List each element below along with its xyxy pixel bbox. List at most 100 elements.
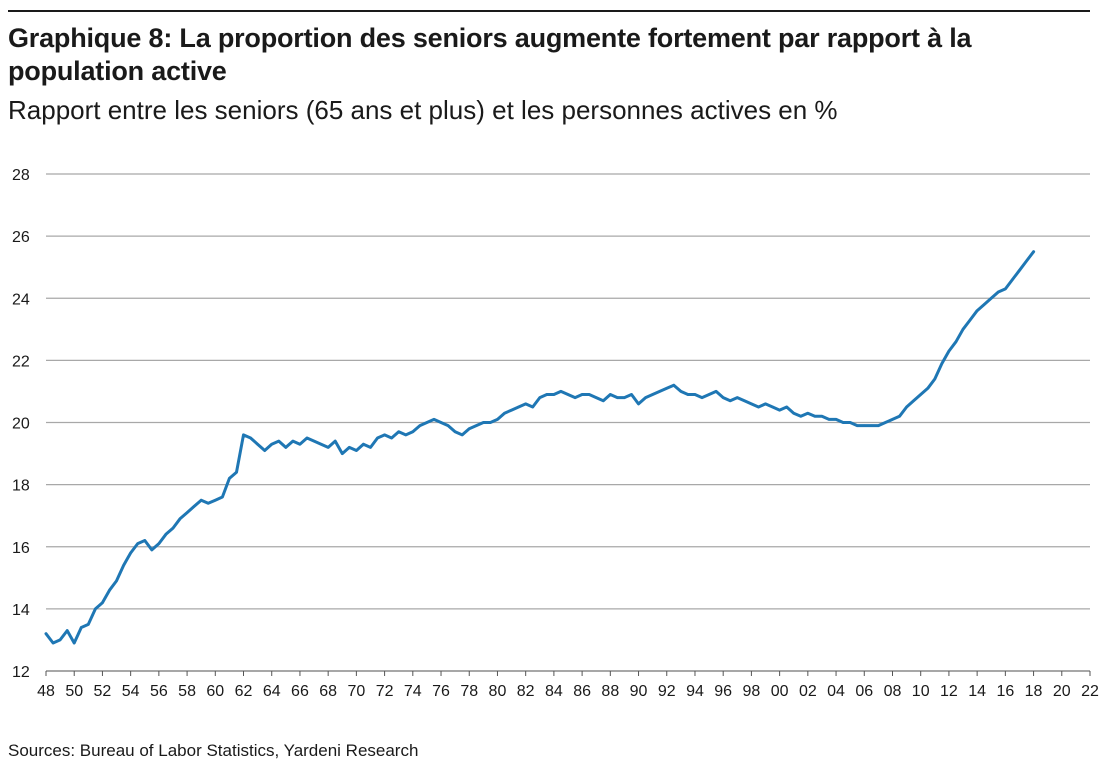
top-rule — [8, 10, 1090, 12]
data-point — [277, 439, 280, 443]
data-point — [559, 390, 563, 393]
x-tick-label: 62 — [235, 683, 253, 700]
data-point — [714, 390, 718, 393]
data-point — [573, 396, 577, 399]
data-point — [1011, 278, 1014, 281]
data-point — [820, 415, 824, 418]
x-tick-label: 94 — [686, 683, 704, 700]
x-axis: 48 50 52 54 56 58 60 62 64 66 68 70 72 74 76 78 80 82 84 86… — [37, 671, 1099, 700]
data-point — [503, 412, 506, 415]
x-tick-label: 92 — [658, 683, 676, 700]
data-point — [743, 399, 746, 402]
x-tick-label: 74 — [404, 683, 422, 700]
data-point — [94, 607, 97, 611]
data-point — [700, 396, 704, 399]
x-tick-label: 52 — [94, 683, 112, 700]
data-point — [425, 421, 429, 424]
series-line-0 — [44, 250, 1036, 645]
data-point — [80, 626, 83, 629]
x-tick-label: 64 — [263, 683, 281, 700]
data-point — [235, 471, 238, 474]
x-tick-label: 22 — [1081, 683, 1099, 700]
data-point — [827, 418, 831, 421]
data-point — [771, 405, 774, 409]
y-tick-label: 22 — [12, 353, 30, 370]
data-point — [580, 393, 584, 396]
data-point — [496, 418, 499, 421]
x-tick-label: 50 — [65, 683, 83, 700]
data-point — [468, 427, 471, 430]
data-point — [284, 446, 287, 449]
data-point — [983, 303, 986, 306]
data-point — [926, 387, 929, 390]
x-tick-label: 96 — [714, 683, 732, 700]
data-point — [623, 396, 626, 399]
data-point — [975, 309, 979, 312]
data-point — [58, 638, 62, 642]
data-point — [228, 477, 231, 480]
x-tick-label: 56 — [150, 683, 168, 700]
data-point — [453, 430, 457, 433]
data-point — [143, 539, 146, 542]
data-point — [129, 551, 132, 555]
chart-title: Graphique 8: La proportion des seniors a… — [8, 23, 972, 86]
data-point — [552, 393, 556, 396]
data-point — [595, 396, 598, 399]
data-point — [157, 542, 161, 545]
data-point — [841, 421, 845, 424]
x-tick-label: 10 — [912, 683, 930, 700]
data-point — [221, 495, 224, 499]
data-point — [256, 443, 259, 446]
data-point — [136, 542, 139, 545]
data-point — [397, 430, 400, 433]
data-point — [609, 393, 612, 396]
data-point — [327, 446, 330, 449]
data-point — [207, 502, 210, 505]
data-point — [707, 393, 711, 396]
data-point — [418, 424, 422, 427]
x-tick-label: 18 — [1025, 683, 1043, 700]
data-point — [524, 402, 527, 406]
data-point — [73, 641, 76, 645]
data-point — [411, 430, 414, 433]
data-point — [66, 629, 69, 632]
data-point — [517, 405, 520, 409]
gridlines — [46, 173, 1090, 672]
data-point — [305, 436, 309, 440]
data-point — [961, 328, 965, 331]
data-point — [792, 412, 795, 415]
data-point — [919, 393, 922, 396]
data-point — [242, 433, 245, 437]
y-tick-label: 28 — [12, 167, 30, 184]
x-tick-label: 90 — [630, 683, 648, 700]
data-point — [461, 433, 464, 437]
data-point — [348, 446, 351, 449]
data-point — [679, 390, 683, 393]
data-point — [164, 533, 168, 536]
x-tick-label: 78 — [460, 683, 478, 700]
data-point — [785, 405, 788, 409]
data-point — [898, 415, 901, 418]
data-point — [877, 424, 880, 427]
data-point — [602, 399, 605, 402]
data-point — [813, 415, 817, 418]
data-point — [778, 408, 781, 412]
data-point — [383, 433, 386, 437]
data-point — [108, 589, 111, 592]
x-tick-label: 58 — [178, 683, 196, 700]
y-tick-label: 12 — [12, 664, 30, 681]
chart-subtitle: Rapport entre les seniors (65 ans et plu… — [8, 95, 838, 125]
data-point — [856, 424, 859, 427]
x-tick-label: 14 — [968, 683, 986, 700]
data-point — [616, 396, 619, 399]
x-tick-label: 60 — [206, 683, 224, 700]
data-point — [51, 641, 55, 645]
data-point — [150, 548, 153, 552]
x-tick-label: 02 — [799, 683, 817, 700]
y-tick-label: 26 — [12, 229, 30, 246]
data-point — [672, 384, 675, 387]
x-tick-label: 16 — [996, 683, 1014, 700]
data-point — [291, 439, 295, 443]
y-tick-label: 24 — [12, 291, 30, 308]
data-point — [249, 436, 252, 440]
